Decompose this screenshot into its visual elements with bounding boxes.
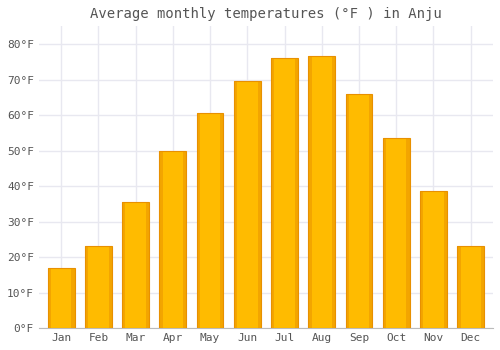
Bar bbox=[420, 191, 424, 328]
Title: Average monthly temperatures (°F ) in Anju: Average monthly temperatures (°F ) in An… bbox=[90, 7, 442, 21]
Bar bbox=[234, 81, 237, 328]
Bar bbox=[220, 113, 224, 328]
Bar bbox=[308, 56, 335, 328]
Bar bbox=[346, 94, 349, 328]
Bar bbox=[196, 113, 200, 328]
Bar bbox=[72, 268, 74, 328]
Bar bbox=[308, 56, 312, 328]
Bar bbox=[258, 81, 260, 328]
Bar bbox=[196, 113, 224, 328]
Bar bbox=[183, 150, 186, 328]
Bar bbox=[332, 56, 335, 328]
Bar bbox=[458, 246, 460, 328]
Bar bbox=[234, 81, 260, 328]
Bar bbox=[85, 246, 112, 328]
Bar bbox=[383, 138, 386, 328]
Bar bbox=[146, 202, 149, 328]
Bar bbox=[271, 58, 298, 328]
Bar bbox=[160, 150, 162, 328]
Bar bbox=[458, 246, 484, 328]
Bar bbox=[406, 138, 410, 328]
Bar bbox=[122, 202, 126, 328]
Bar bbox=[271, 58, 274, 328]
Bar bbox=[122, 202, 149, 328]
Bar bbox=[160, 150, 186, 328]
Bar bbox=[420, 191, 447, 328]
Bar bbox=[294, 58, 298, 328]
Bar bbox=[346, 94, 372, 328]
Bar bbox=[108, 246, 112, 328]
Bar bbox=[369, 94, 372, 328]
Bar bbox=[48, 268, 51, 328]
Bar bbox=[85, 246, 88, 328]
Bar bbox=[383, 138, 409, 328]
Bar bbox=[481, 246, 484, 328]
Bar bbox=[48, 268, 74, 328]
Bar bbox=[444, 191, 447, 328]
